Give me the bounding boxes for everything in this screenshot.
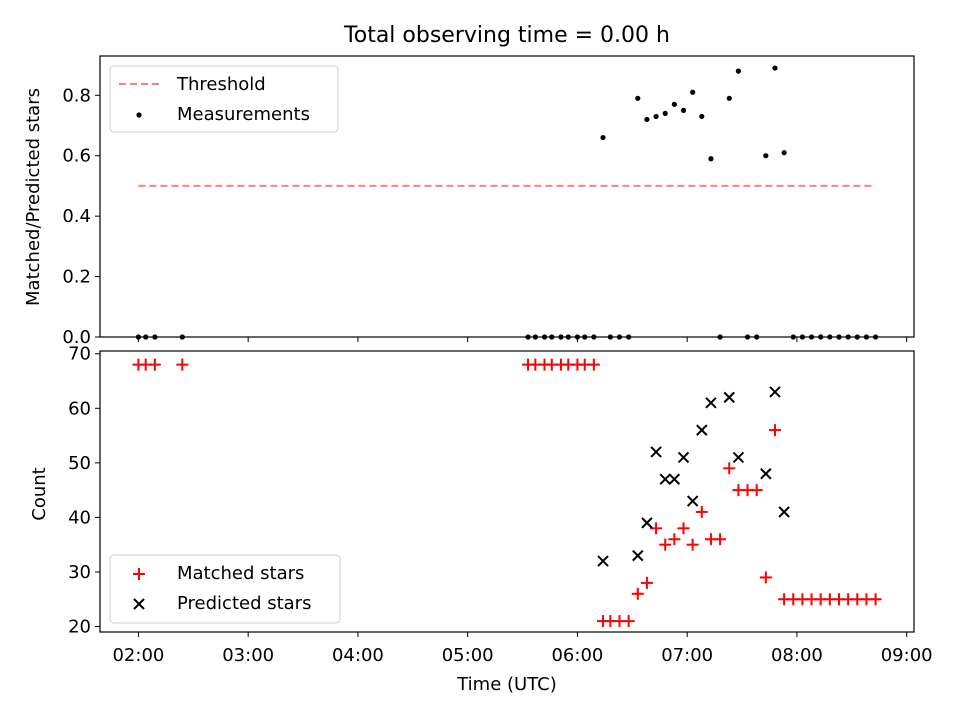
measurement-point [781, 150, 787, 156]
matched-star-point [631, 587, 644, 600]
legend-predicted-swatch [133, 598, 145, 610]
matched-star-point [176, 358, 189, 371]
bottom-y-tick-label: 50 [68, 453, 91, 474]
bottom-y-tick-label: 30 [68, 562, 91, 583]
measurement-point [600, 134, 606, 141]
top-panel: 0.00.20.40.60.8 Matched/Predicted stars … [23, 55, 915, 348]
matched-star-point [695, 505, 708, 518]
measurement-point [772, 65, 778, 71]
matched-star-point [723, 462, 736, 475]
predicted-star-point [723, 391, 735, 404]
predicted-star-point [668, 473, 681, 485]
measurement-point [635, 95, 641, 101]
predicted-star-point [659, 473, 671, 485]
measurement-point [708, 156, 714, 162]
x-tick-label: 07:00 [661, 645, 713, 666]
legend-measurements-label: Measurements [177, 104, 310, 125]
measurement-point [735, 68, 741, 74]
measurement-point [644, 116, 650, 123]
top-y-tick-label: 0.6 [62, 146, 91, 167]
top-y-tick-label: 0.8 [62, 85, 91, 106]
predicted-star-point [778, 506, 790, 518]
matched-star-point [587, 358, 600, 371]
measurement-point [653, 113, 659, 120]
legend-matched-label: Matched stars [177, 563, 304, 584]
x-tick-label: 02:00 [112, 645, 164, 666]
predicted-star-point [760, 468, 772, 480]
legend-predicted-label: Predicted stars [177, 593, 311, 614]
predicted-star-point [632, 549, 644, 562]
matched-star-point [650, 522, 663, 535]
predicted-star-point [705, 397, 717, 409]
measurement-point [699, 113, 705, 120]
measurement-point [726, 95, 732, 101]
bottom-y-tick-label: 70 [68, 344, 91, 365]
x-tick-label: 06:00 [551, 645, 603, 666]
bottom-panel: 02:00 03:00 04:00 05:00 06:00 07:00 08:00 09:00… [29, 344, 933, 695]
top-y-tick-label: 0.2 [62, 267, 91, 288]
measurement-point [680, 107, 687, 113]
predicted-star-point [732, 451, 745, 464]
bottom-plot-frame [99, 350, 915, 633]
bottom-y-tick-label: 60 [68, 398, 91, 419]
top-plot-frame [99, 55, 915, 338]
x-tick-label: 03:00 [222, 645, 274, 666]
predicted-star-point [677, 451, 690, 464]
bottom-legend: Matched stars Predicted stars [109, 554, 341, 624]
top-y-axis-label: Matched/Predicted stars [23, 88, 44, 306]
legend-measurements-swatch [136, 112, 142, 118]
top-y-tick-label: 0.0 [62, 327, 91, 348]
matched-star-point [677, 522, 690, 535]
matched-star-point [759, 571, 772, 584]
predicted-star-point [597, 555, 609, 567]
matched-star-point [869, 593, 882, 606]
matched-star-point [714, 533, 727, 546]
matched-star-point [750, 484, 763, 497]
top-chart-title: Total observing time = 0.00 h [343, 23, 670, 48]
measurement-point [763, 153, 769, 159]
matched-star-point [686, 538, 699, 551]
matched-star-point [659, 538, 672, 551]
matched-star-point [148, 358, 161, 371]
predicted-star-point [769, 386, 781, 398]
legend-matched-swatch [133, 568, 145, 580]
measurement-point [662, 110, 668, 117]
legend-threshold-label: Threshold [176, 74, 266, 95]
measurement-point [690, 89, 696, 95]
measurement-point [671, 101, 677, 107]
x-tick-label: 05:00 [442, 645, 494, 666]
matched-star-point [622, 615, 635, 628]
matched-star-point [768, 424, 781, 437]
x-tick-label: 09:00 [881, 645, 933, 666]
matched-star-point [640, 576, 653, 589]
bottom-x-axis-label: Time (UTC) [456, 674, 557, 695]
matched-star-point [668, 533, 681, 546]
top-y-tick-label: 0.4 [62, 206, 91, 227]
bottom-y-axis-label: Count [29, 467, 50, 520]
top-legend: Threshold Measurements [109, 65, 339, 133]
x-tick-label: 04:00 [332, 645, 384, 666]
bottom-y-tick-label: 20 [68, 617, 91, 638]
predicted-star-point [641, 517, 653, 529]
x-tick-label: 08:00 [771, 645, 823, 666]
predicted-star-point [696, 424, 708, 436]
predicted-star-point [650, 446, 662, 458]
predicted-star-point [686, 495, 699, 507]
bottom-y-tick-label: 40 [68, 507, 91, 528]
